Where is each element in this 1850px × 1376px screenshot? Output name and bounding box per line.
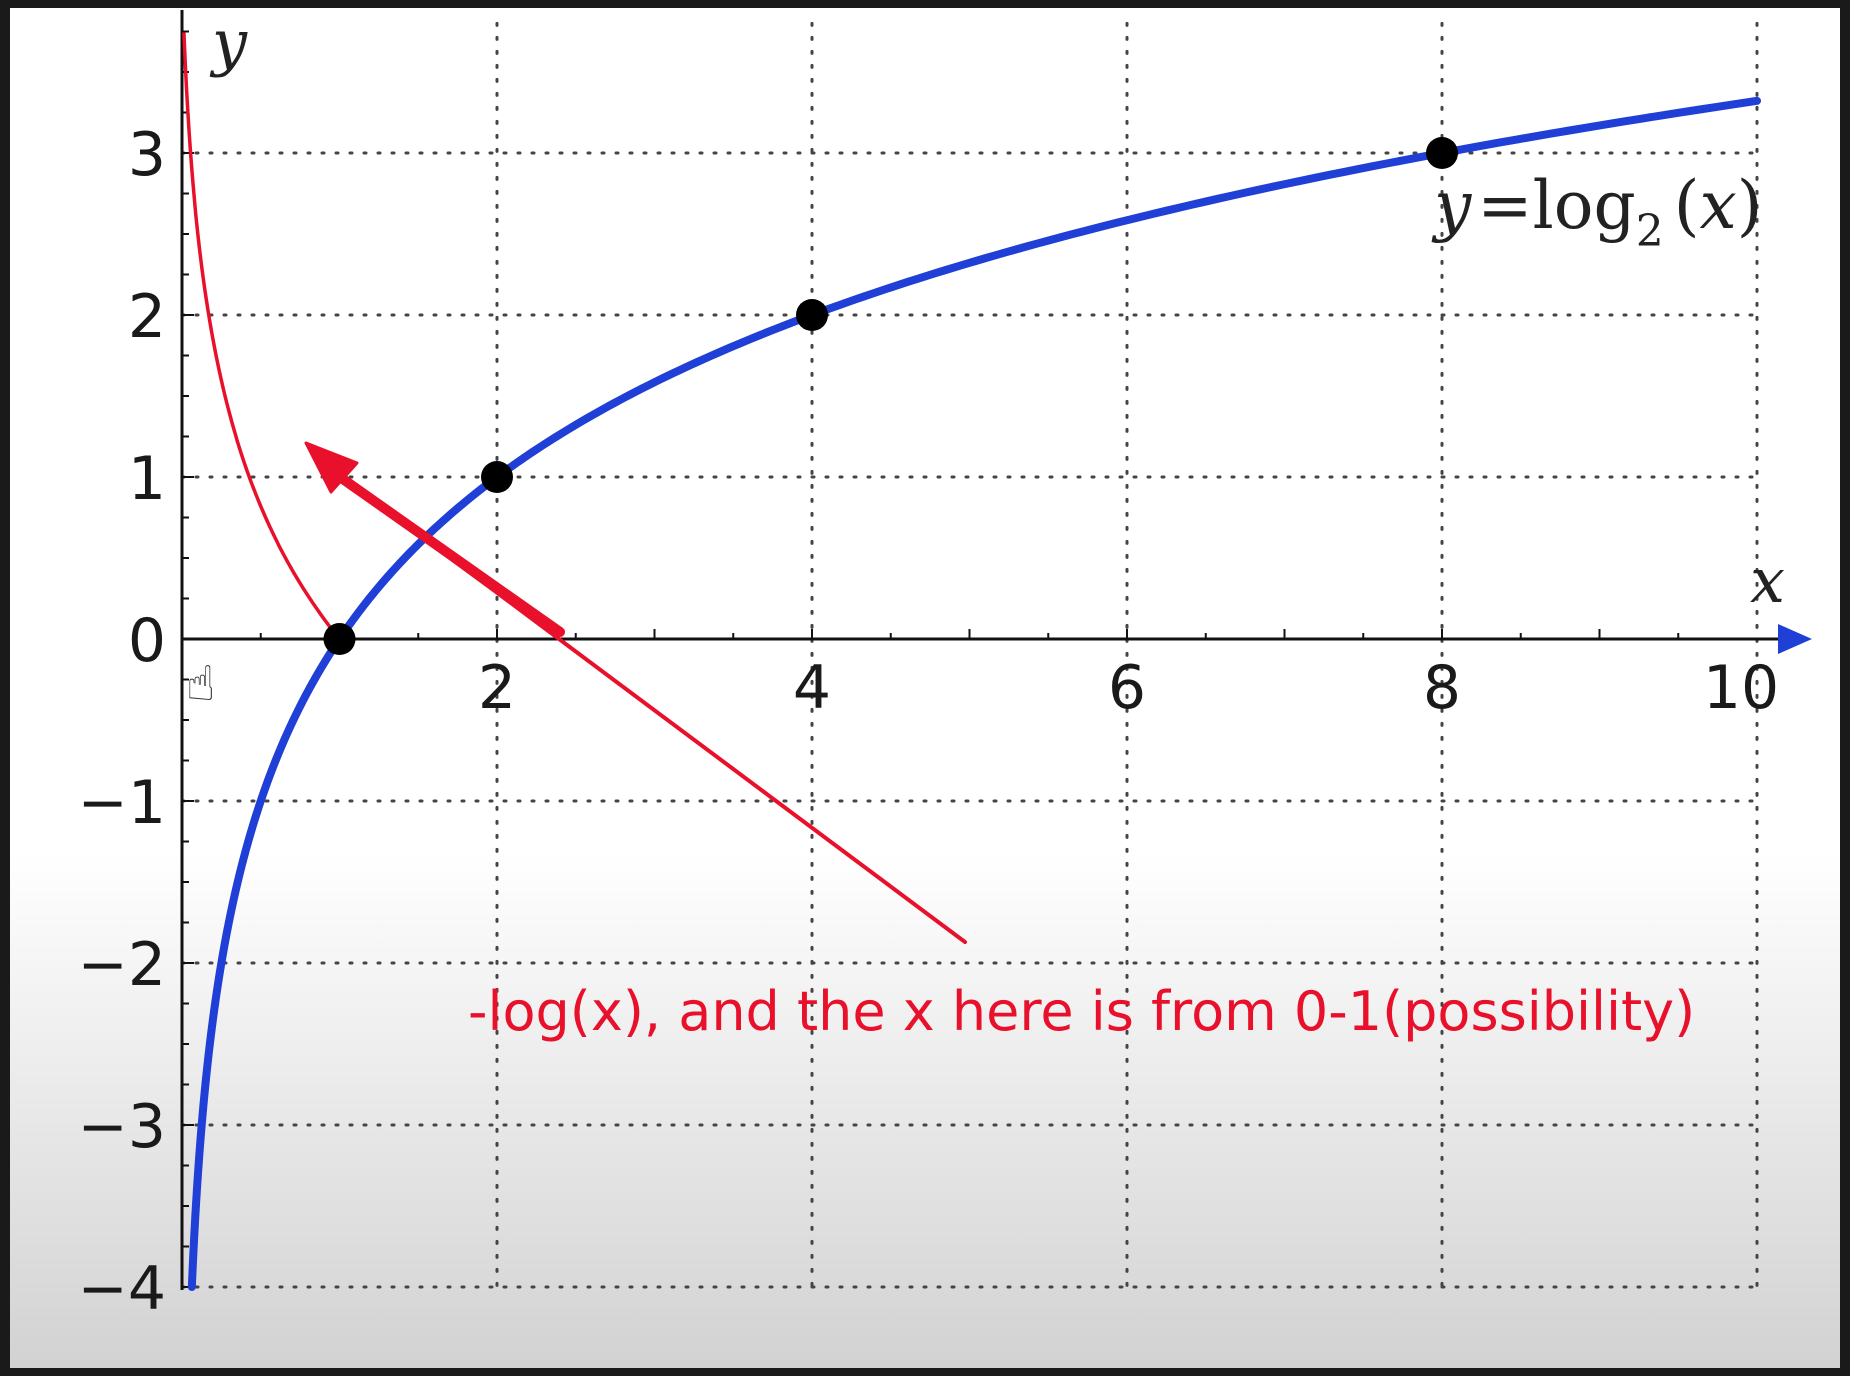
y-axis-label: y [209, 6, 248, 79]
curve-label-open-paren: ( [1674, 167, 1700, 244]
x-tick-label: 8 [1423, 653, 1461, 723]
series-line-log2 [187, 96, 1761, 1291]
chart-background [10, 8, 1840, 1368]
x-axis-arrow [1778, 624, 1812, 654]
curve-label-base: 2 [1636, 206, 1664, 257]
curve-label-x: x [1699, 167, 1736, 244]
series [182, 32, 1761, 1291]
annotation: -log(x), and the x here is from 0-1(poss… [186, 441, 1695, 1043]
annotation-text: -log(x), and the x here is from 0-1(poss… [468, 980, 1695, 1043]
data-point [323, 623, 356, 655]
x-axis-label: x [1750, 544, 1785, 617]
y-tick-label: 1 [128, 444, 166, 514]
curve-label-close-paren: ) [1737, 167, 1763, 244]
y-tick-label: −3 [78, 1092, 166, 1162]
x-tick-label: 4 [793, 653, 831, 723]
curve-label-y: y [1431, 167, 1472, 244]
hand-cursor-icon: ☝ [186, 656, 215, 712]
series-line-neglog [182, 32, 341, 641]
curve-label-equals: = [1477, 167, 1532, 244]
axes [180, 10, 1812, 1290]
data-point [1426, 137, 1458, 169]
y-tick-label: 2 [128, 282, 166, 352]
labels: yxy=log2 (x) [209, 6, 1785, 617]
x-tick-label: 2 [478, 653, 516, 723]
y-tick-label: −1 [78, 768, 166, 838]
y-tick-label: −4 [78, 1254, 166, 1324]
x-tick-label: 10 [1703, 653, 1779, 723]
x-tick-label: 6 [1108, 653, 1146, 723]
curve-label: y=log2 (x) [1431, 167, 1762, 257]
data-point [481, 461, 513, 493]
grid [180, 21, 1759, 1289]
y-tick-label: 3 [128, 120, 166, 190]
y-tick-label: −2 [78, 930, 166, 1000]
annotation-arrow-shaft [335, 472, 565, 637]
data-point [796, 299, 828, 331]
annotation-arrowhead [304, 441, 359, 494]
y-tick-label: 0 [128, 606, 166, 676]
curve-label-log: log [1533, 167, 1636, 244]
data-points [323, 137, 1458, 655]
